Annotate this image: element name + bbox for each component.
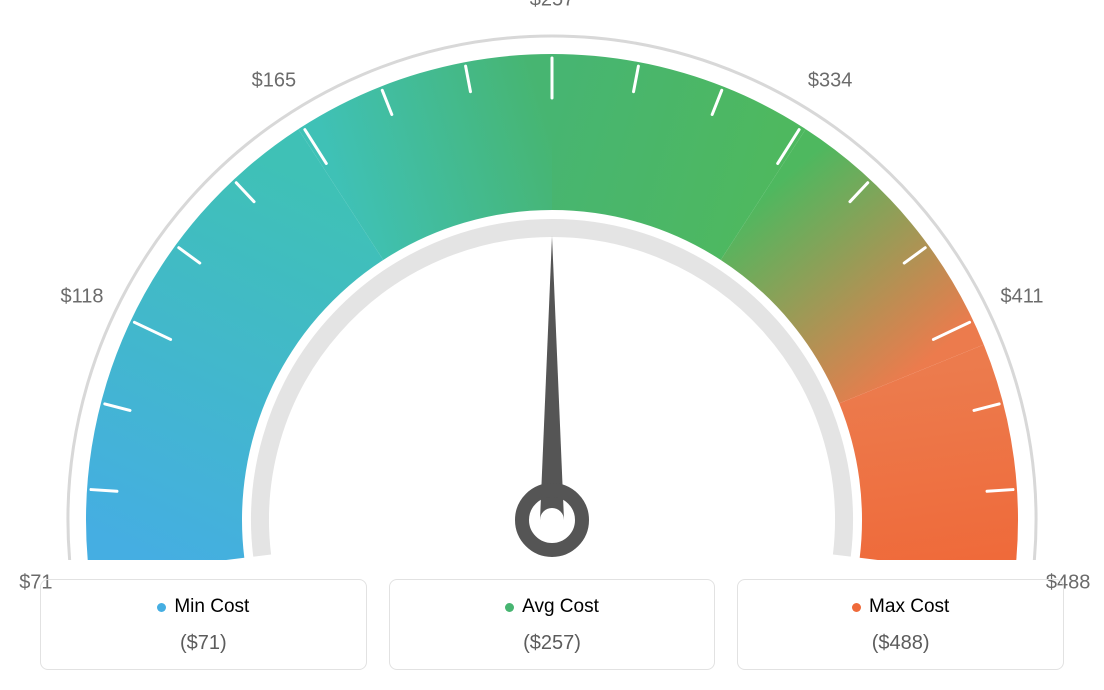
legend-card-avg: Avg Cost ($257) (389, 579, 716, 670)
legend-row: Min Cost ($71) Avg Cost ($257) Max Cost … (40, 579, 1064, 670)
dot-max (852, 603, 861, 612)
legend-value-min: ($71) (51, 632, 356, 655)
dot-avg (505, 603, 514, 612)
gauge-tick-label: $334 (808, 69, 853, 92)
gauge-area: $71$118$165$257$334$411$488 (0, 0, 1104, 560)
legend-card-max: Max Cost ($488) (737, 579, 1064, 670)
gauge-svg (0, 0, 1104, 560)
legend-label-max: Max Cost (869, 596, 949, 618)
legend-title-max: Max Cost (852, 596, 949, 618)
legend-title-min: Min Cost (157, 596, 249, 618)
legend-title-avg: Avg Cost (505, 596, 599, 618)
dot-min (157, 603, 166, 612)
legend-value-max: ($488) (748, 632, 1053, 655)
legend-card-min: Min Cost ($71) (40, 579, 367, 670)
legend-label-avg: Avg Cost (522, 596, 599, 618)
legend-label-min: Min Cost (174, 596, 249, 618)
cost-gauge-infographic: $71$118$165$257$334$411$488 Min Cost ($7… (0, 0, 1104, 690)
gauge-tick-label: $165 (252, 69, 297, 92)
gauge-tick-label: $411 (1000, 286, 1043, 309)
legend-value-avg: ($257) (400, 632, 705, 655)
gauge-tick-label: $118 (61, 286, 104, 309)
gauge-tick-label: $257 (530, 0, 575, 12)
